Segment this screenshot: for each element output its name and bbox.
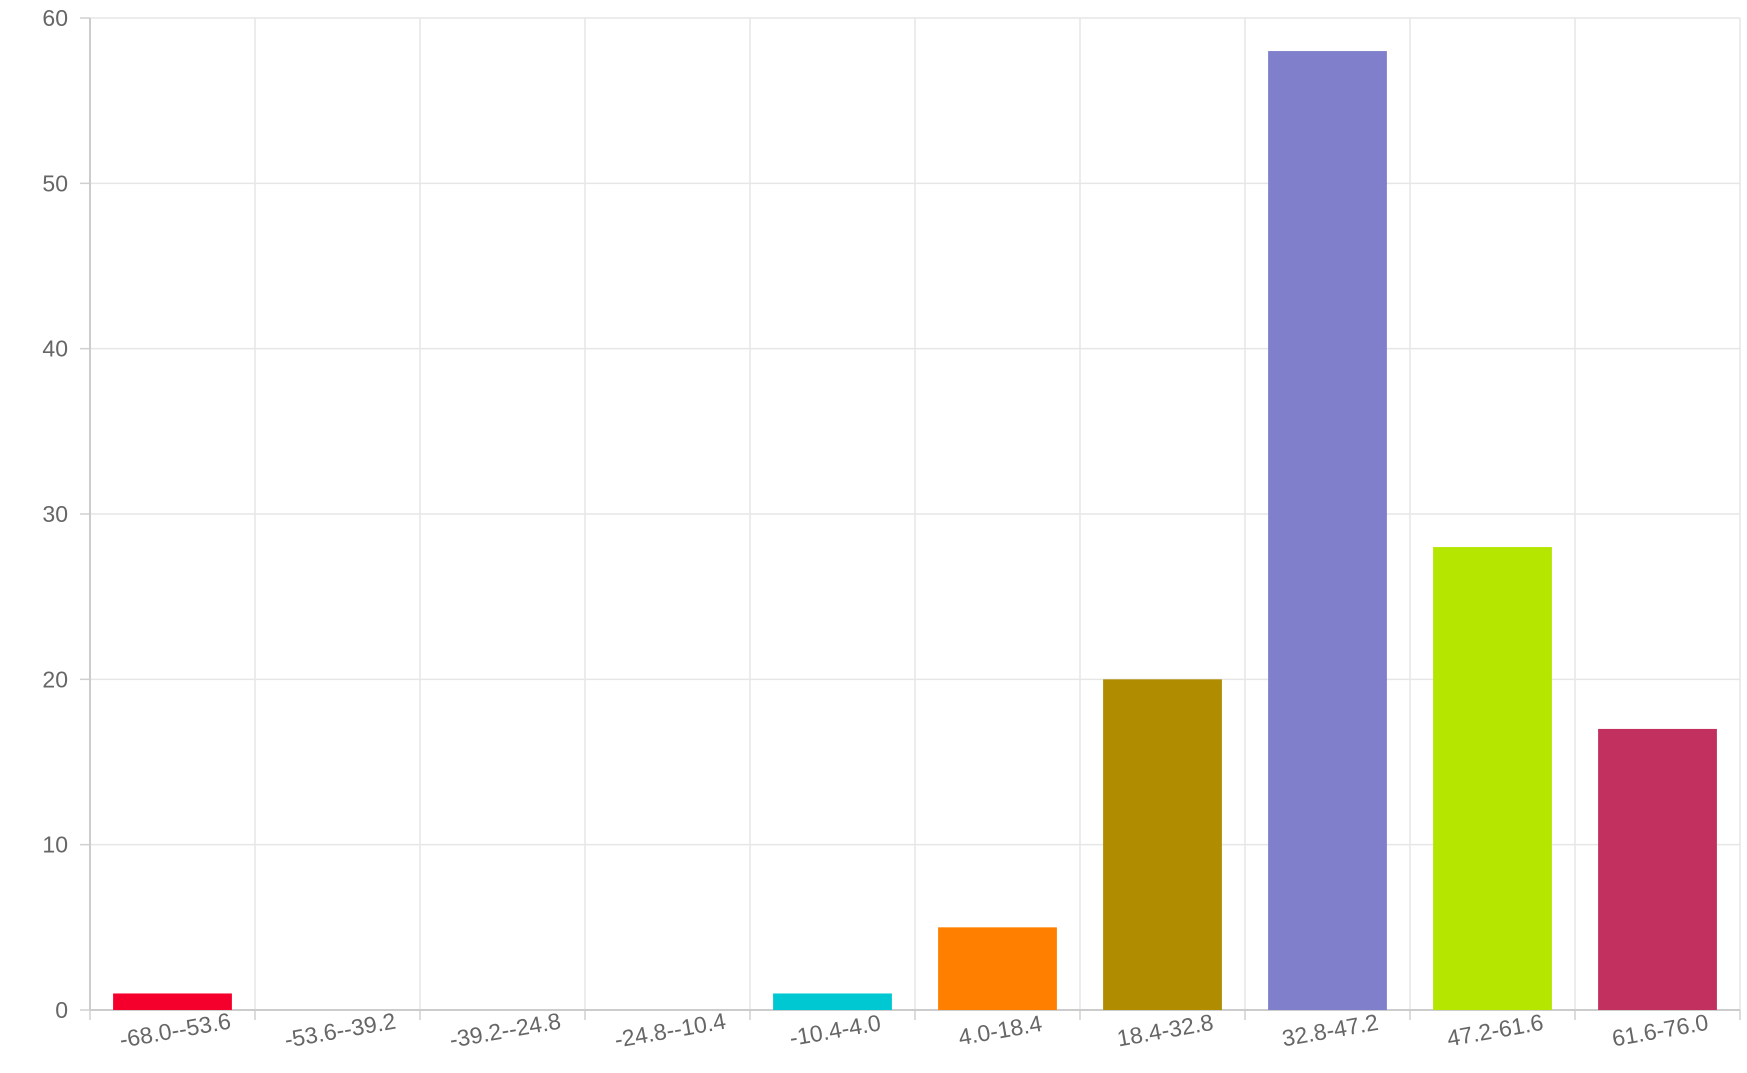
bar-10 xyxy=(1598,728,1717,1010)
y-tick-label: 60 xyxy=(42,5,68,31)
x-tick-label: -39.2--24.8 xyxy=(447,1008,562,1053)
y-tick-label: 20 xyxy=(42,666,68,692)
x-tick-label: 4.0-18.4 xyxy=(956,1010,1044,1050)
bar-9 xyxy=(1433,547,1552,1010)
bar-6 xyxy=(938,927,1057,1010)
bars xyxy=(113,51,1717,1011)
y-tick-label: 50 xyxy=(42,170,68,196)
x-axis-tick-labels: -68.0--53.6 -53.6--39.2 -39.2--24.8 -24.8--… xyxy=(117,1008,1710,1053)
x-tick-label: 32.8-47.2 xyxy=(1280,1009,1380,1051)
x-tick-label: -10.4-4.0 xyxy=(788,1009,883,1051)
x-tick-label: 47.2-61.6 xyxy=(1445,1009,1545,1051)
x-tick-label: -68.0--53.6 xyxy=(117,1008,232,1053)
bar-1 xyxy=(113,993,232,1010)
y-tick-label: 40 xyxy=(42,336,68,362)
x-tick-label: 61.6-76.0 xyxy=(1610,1009,1710,1051)
x-tick-label: -24.8--10.4 xyxy=(612,1008,728,1053)
x-tick-label: 18.4-32.8 xyxy=(1115,1009,1215,1051)
y-tick-label: 0 xyxy=(55,997,68,1023)
bar-7 xyxy=(1103,679,1222,1010)
bar-5 xyxy=(773,993,892,1010)
grid-lines xyxy=(89,17,1741,1011)
y-tick-label: 30 xyxy=(42,501,68,527)
y-tick-label: 10 xyxy=(42,832,68,858)
x-tick-label: -53.6--39.2 xyxy=(282,1008,397,1053)
y-axis-tick-labels: 0 10 20 30 40 50 60 xyxy=(42,5,68,1023)
bar-8 xyxy=(1268,51,1387,1011)
